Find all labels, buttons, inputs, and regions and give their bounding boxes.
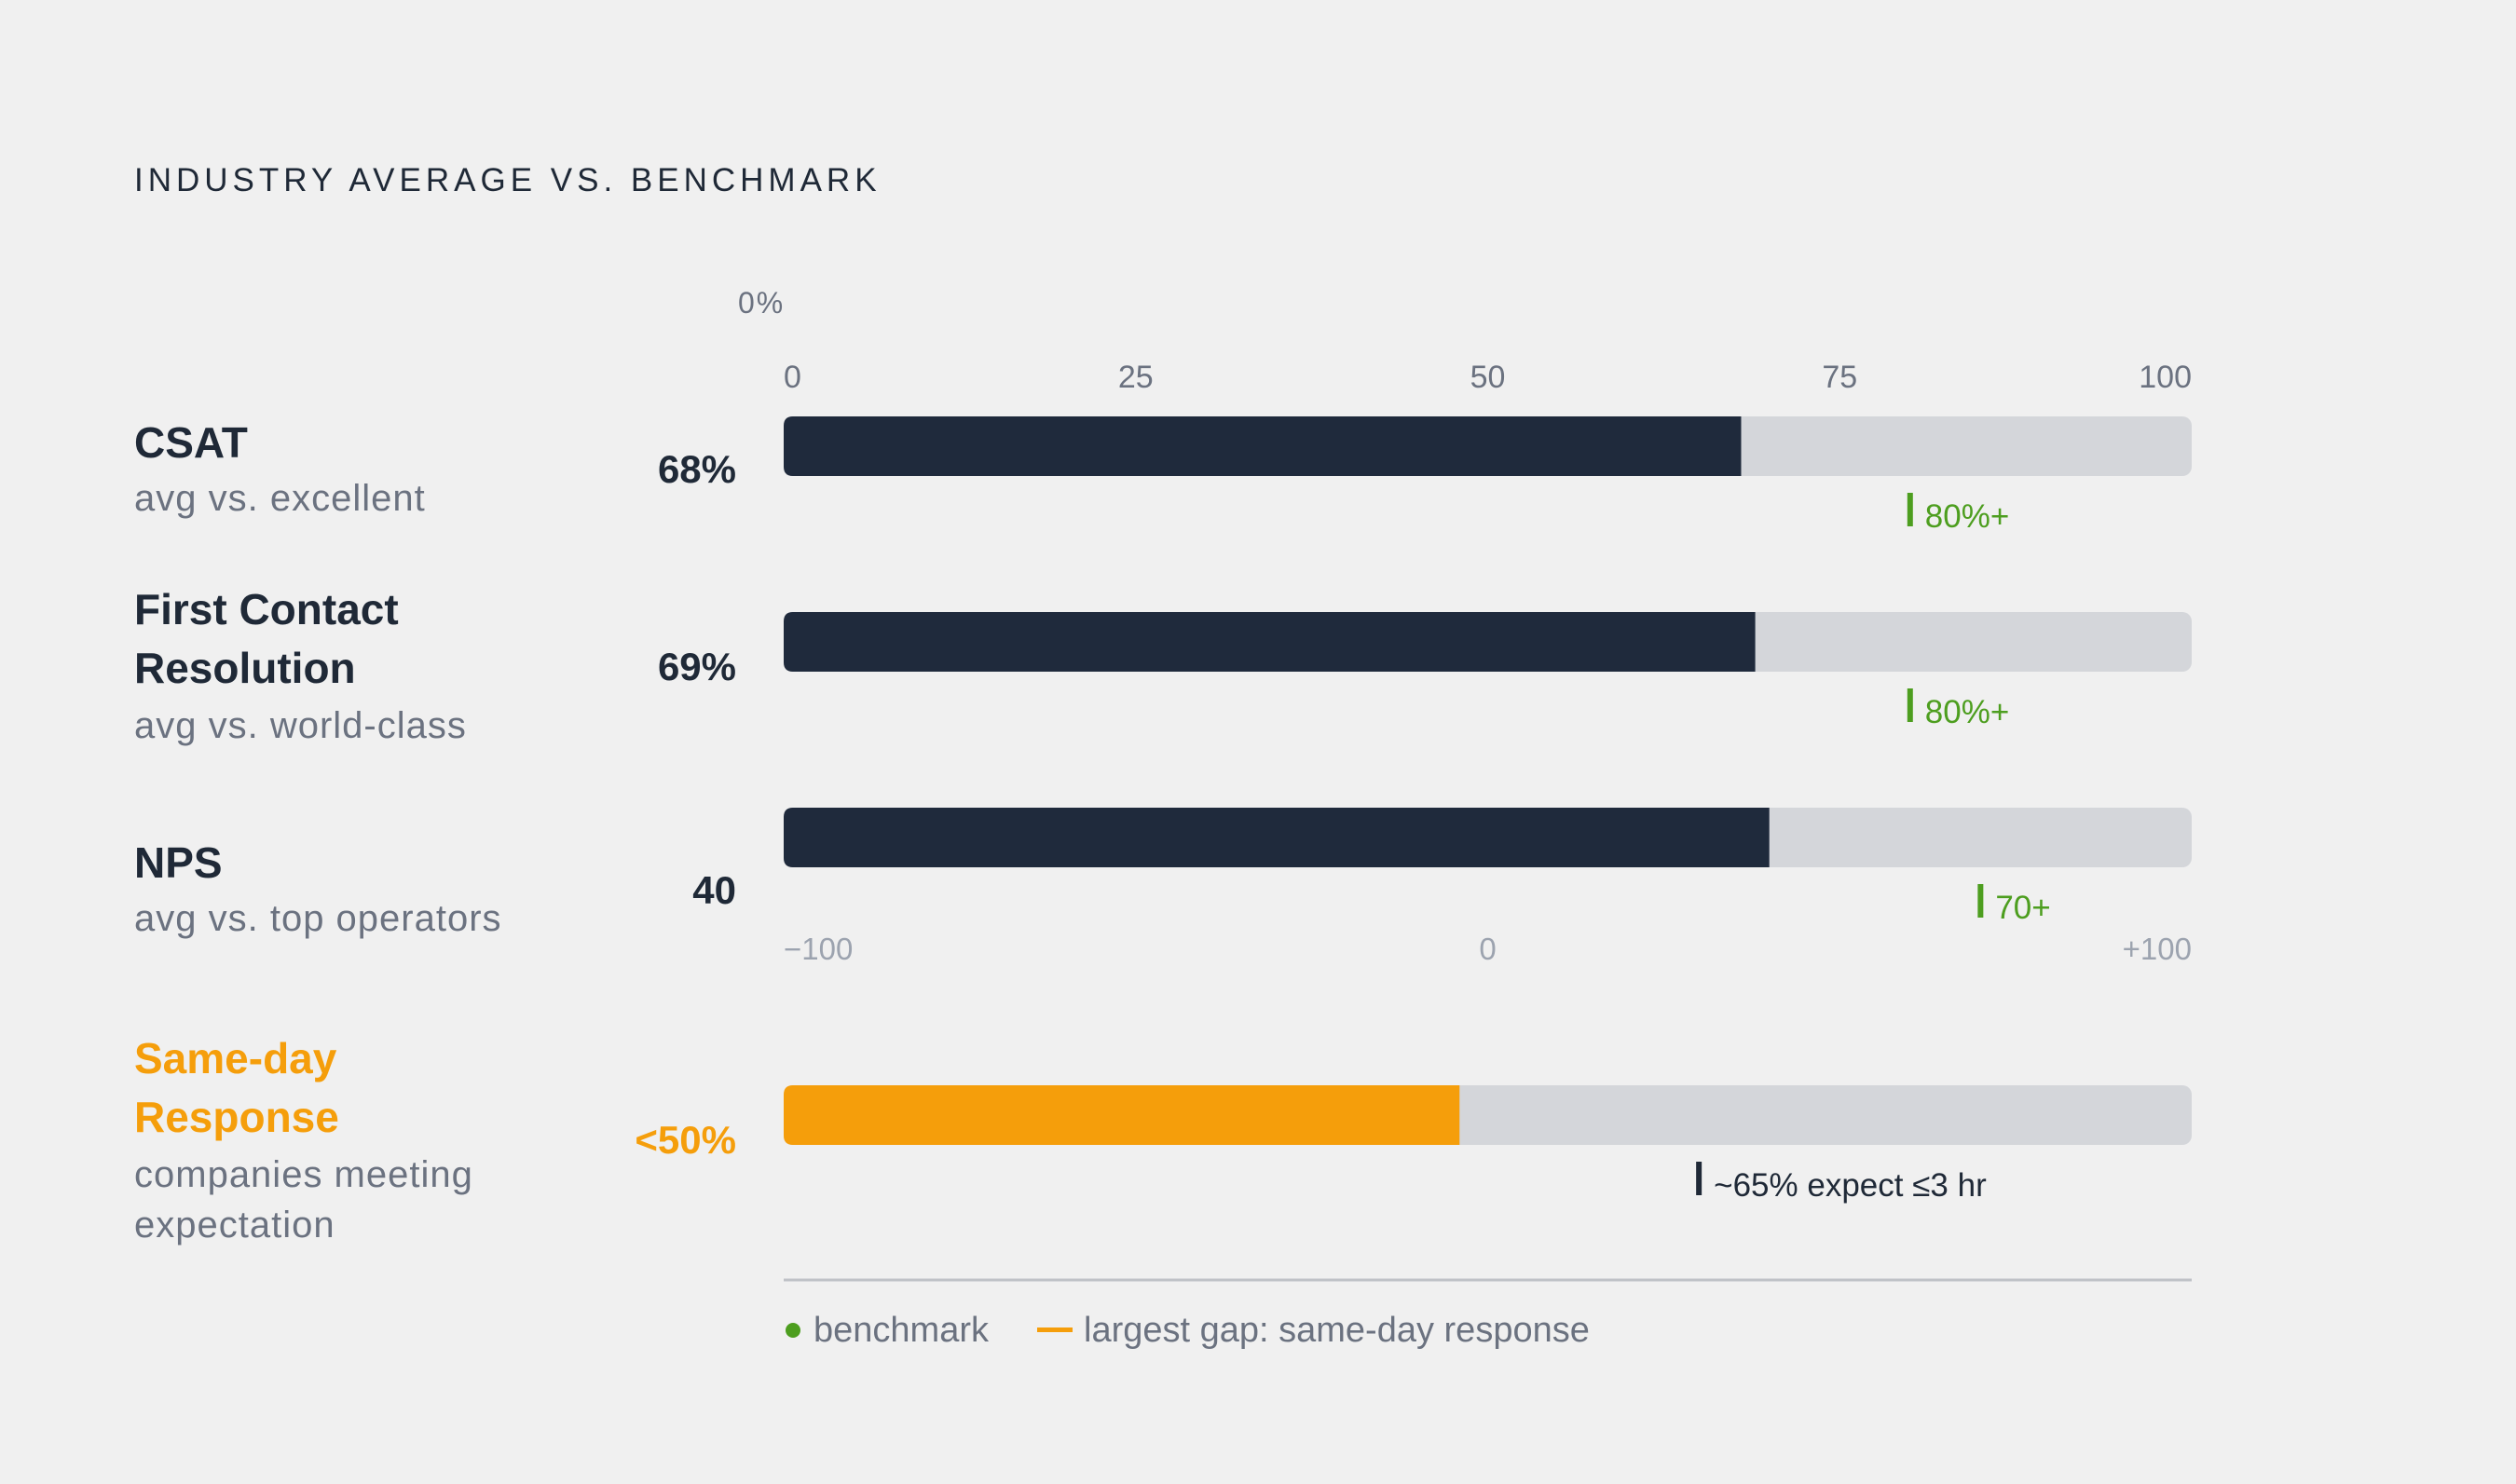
- benchmark-marker: [1907, 493, 1913, 526]
- percent-axis-tick: 75: [1822, 360, 1857, 395]
- row-subtitle: avg vs. world-class: [134, 705, 467, 746]
- benchmark-label: ~65% expect ≤3 hr: [1714, 1167, 1987, 1204]
- benchmark-marker: [1696, 1162, 1702, 1195]
- row-value-label: <50%: [635, 1118, 736, 1162]
- legend-label: largest gap: same-day response: [1084, 1311, 1590, 1350]
- nps-axis-tick: 0: [1479, 932, 1496, 966]
- legend-item: benchmark: [786, 1311, 990, 1350]
- percent-axis-ticks: 0 25 50 75 100: [784, 360, 2192, 395]
- row-value-label: 69%: [658, 645, 736, 688]
- axis-unit-label: 0%: [738, 286, 785, 320]
- row-name: CSAT: [134, 418, 248, 467]
- benchmark-label: 80%+: [1925, 694, 2010, 730]
- row-value-label: 68%: [658, 447, 736, 491]
- nps-axis-tick: −100: [784, 932, 853, 966]
- value-bar: [784, 416, 1742, 476]
- value-bar: [784, 808, 1770, 867]
- row-subtitle: avg vs. excellent: [134, 478, 426, 519]
- row-name: Response: [134, 1093, 339, 1141]
- row-subtitle: expectation: [134, 1205, 335, 1246]
- percent-axis-tick: 0: [784, 360, 801, 395]
- chart-row: NPS avg vs. top operators 40 70+: [134, 808, 2192, 939]
- benchmark-label: 70+: [1995, 890, 2050, 926]
- percent-axis-tick: 100: [2139, 360, 2192, 395]
- legend-dot-icon: [786, 1323, 800, 1338]
- chart-row: CSAT avg vs. excellent 68% 80%+: [134, 416, 2192, 535]
- row-name: Resolution: [134, 644, 356, 692]
- legend-label: benchmark: [814, 1311, 990, 1350]
- row-name: First Contact: [134, 585, 399, 633]
- value-bar: [784, 1085, 1460, 1145]
- chart-row: First Contact Resolution avg vs. world-cla…: [134, 585, 2192, 746]
- percent-axis-tick: 25: [1118, 360, 1154, 395]
- row-name: Same-day: [134, 1034, 337, 1082]
- nps-axis-ticks: −100 0 +100: [784, 932, 2192, 966]
- benchmark-label: 80%+: [1925, 498, 2010, 535]
- row-value-label: 40: [692, 868, 736, 912]
- legend-item: largest gap: same-day response: [1037, 1311, 1590, 1350]
- legend-dash-icon: [1037, 1327, 1073, 1332]
- row-subtitle: companies meeting: [134, 1154, 473, 1195]
- value-bar: [784, 612, 1756, 672]
- legend: benchmark largest gap: same-day response: [786, 1311, 1590, 1350]
- benchmark-marker: [1907, 688, 1913, 722]
- row-subtitle: avg vs. top operators: [134, 898, 502, 939]
- nps-axis-tick: +100: [2123, 932, 2192, 966]
- benchmark-marker: [1977, 884, 1984, 918]
- chart-title: INDUSTRY AVERAGE VS. BENCHMARK: [134, 162, 882, 198]
- percent-axis-tick: 50: [1470, 360, 1506, 395]
- row-name: NPS: [134, 838, 223, 887]
- chart-row: Same-day Response companies meeting expecta…: [134, 1034, 2192, 1246]
